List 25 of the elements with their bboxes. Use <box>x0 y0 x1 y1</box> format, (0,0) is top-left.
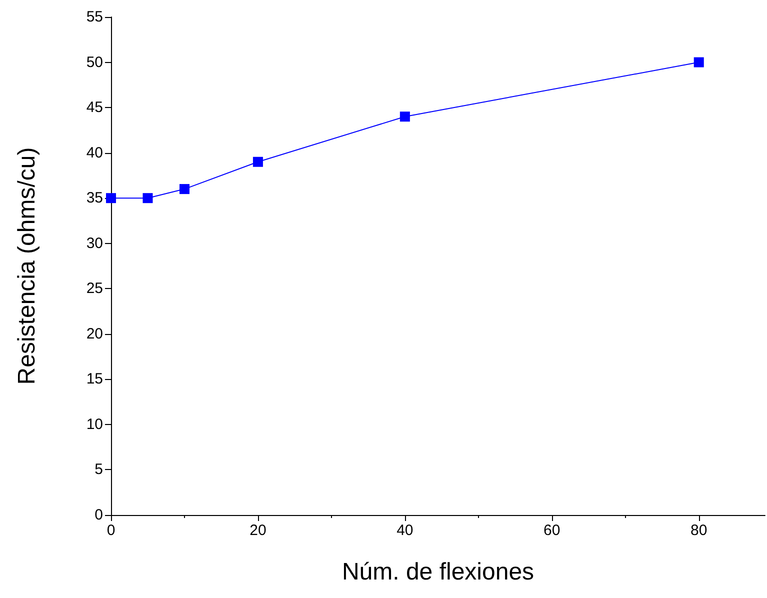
y-tick-label: 35 <box>86 190 103 207</box>
x-tick-label: 60 <box>544 522 560 539</box>
y-tick-label: 10 <box>86 416 103 433</box>
x-tick-label: 80 <box>690 522 708 539</box>
point <box>142 193 153 204</box>
point <box>694 57 704 68</box>
y-tick-label: 5 <box>94 461 103 478</box>
y-tick-label: 30 <box>86 234 103 252</box>
point <box>400 112 410 122</box>
y-tick-label: 25 <box>86 280 103 298</box>
y-tick-label: 50 <box>86 54 103 71</box>
x-axis-title: Núm. de flexiones <box>342 558 534 586</box>
y-tick-label: 15 <box>86 370 103 388</box>
point <box>106 193 116 204</box>
y-tick-label: 40 <box>86 144 103 162</box>
point <box>252 156 263 167</box>
y-tick-label: 0 <box>94 506 103 524</box>
x-tick-label: 40 <box>396 522 414 539</box>
point <box>179 184 190 194</box>
y-tick-label: 20 <box>86 325 103 342</box>
y-tick-label: 45 <box>86 99 103 116</box>
x-tick-label: 0 <box>106 522 116 539</box>
x-tick-label: 20 <box>250 522 266 539</box>
y-tick-label: 55 <box>86 8 103 26</box>
y-axis-title: Resistencia (ohms/cu) <box>14 147 40 385</box>
